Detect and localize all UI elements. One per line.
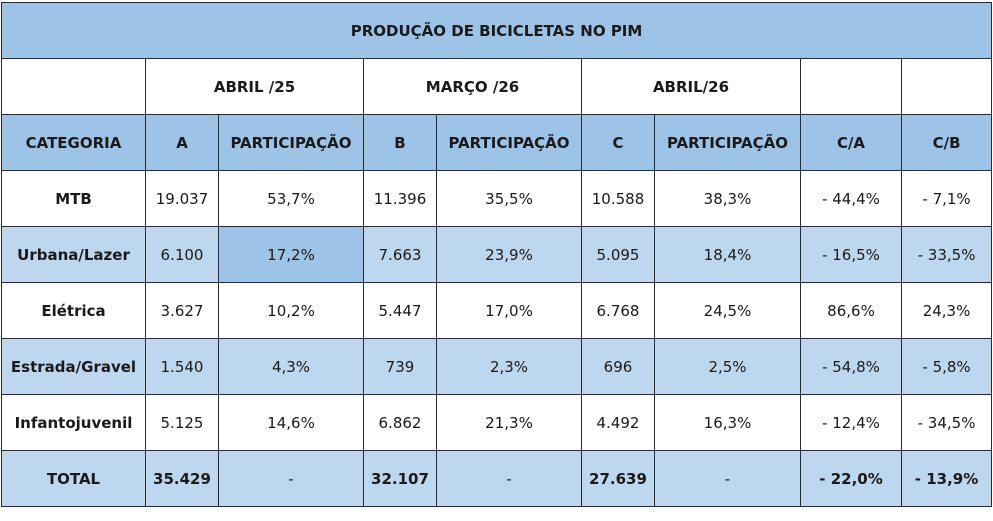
value-b-cell: 7.663 xyxy=(363,226,437,283)
participation-a-cell: 53,7% xyxy=(218,170,364,227)
ratio-c-a-cell: 86,6% xyxy=(800,282,902,339)
table-row: Elétrica 3.627 10,2% 5.447 17,0% 6.768 2… xyxy=(1,282,993,339)
table-title: PRODUÇÃO DE BICICLETAS NO PIM xyxy=(0,2,993,59)
header-a: A xyxy=(145,114,219,171)
ratio-c-a-cell: - 12,4% xyxy=(800,394,902,451)
value-c-cell: 6.768 xyxy=(581,282,655,339)
value-a-cell: 3.627 xyxy=(145,282,219,339)
header-participacao-b: PARTICIPAÇÃO xyxy=(436,114,582,171)
period-abril-26: ABRIL/26 xyxy=(581,58,801,115)
header-participacao-c: PARTICIPAÇÃO xyxy=(654,114,801,171)
table-row: Infantojuvenil 5.125 14,6% 6.862 21,3% 4… xyxy=(1,394,993,451)
participation-c-cell: 18,4% xyxy=(654,226,801,283)
category-cell: Infantojuvenil xyxy=(1,394,146,451)
period-abril-25: ABRIL /25 xyxy=(145,58,364,115)
total-label-cell: TOTAL xyxy=(1,450,146,507)
category-cell: Estrada/Gravel xyxy=(1,338,146,395)
participation-b-cell: 2,3% xyxy=(436,338,582,395)
period-marco-26: MARÇO /26 xyxy=(363,58,582,115)
value-c-cell: 5.095 xyxy=(581,226,655,283)
participation-a-cell: 4,3% xyxy=(218,338,364,395)
total-ratio-c-b-cell: - 13,9% xyxy=(900,450,993,507)
total-participation-c-cell: - xyxy=(654,450,801,507)
ratio-c-b-cell: - 5,8% xyxy=(900,338,993,395)
total-b-cell: 32.107 xyxy=(363,450,437,507)
value-b-cell: 6.862 xyxy=(363,394,437,451)
value-b-cell: 5.447 xyxy=(363,282,437,339)
header-participacao-a: PARTICIPAÇÃO xyxy=(218,114,364,171)
total-c-cell: 27.639 xyxy=(581,450,655,507)
value-c-cell: 696 xyxy=(581,338,655,395)
category-cell: Urbana/Lazer xyxy=(1,226,146,283)
value-a-cell: 1.540 xyxy=(145,338,219,395)
value-a-cell: 5.125 xyxy=(145,394,219,451)
value-b-cell: 739 xyxy=(363,338,437,395)
ratio-c-b-cell: - 34,5% xyxy=(900,394,993,451)
total-participation-a-cell: - xyxy=(218,450,364,507)
header-c-b: C/B xyxy=(900,114,993,171)
participation-a-cell: 14,6% xyxy=(218,394,364,451)
header-b: B xyxy=(363,114,437,171)
period-row: ABRIL /25 MARÇO /26 ABRIL/26 xyxy=(1,58,993,115)
total-a-cell: 35.429 xyxy=(145,450,219,507)
participation-b-cell: 35,5% xyxy=(436,170,582,227)
column-header-row: CATEGORIA A PARTICIPAÇÃO B PARTICIPAÇÃO … xyxy=(1,114,993,171)
ratio-c-b-cell: - 33,5% xyxy=(900,226,993,283)
participation-c-cell: 24,5% xyxy=(654,282,801,339)
total-participation-b-cell: - xyxy=(436,450,582,507)
ratio-c-b-cell: 24,3% xyxy=(900,282,993,339)
participation-a-cell[interactable]: 17,2% xyxy=(218,226,364,283)
category-cell: Elétrica xyxy=(1,282,146,339)
value-c-cell: 10.588 xyxy=(581,170,655,227)
title-row: PRODUÇÃO DE BICICLETAS NO PIM xyxy=(0,2,993,59)
total-row: TOTAL 35.429 - 32.107 - 27.639 - - 22,0%… xyxy=(1,450,993,507)
header-c-a: C/A xyxy=(800,114,902,171)
production-table: PRODUÇÃO DE BICICLETAS NO PIM ABRIL /25 … xyxy=(0,2,993,507)
value-a-cell: 19.037 xyxy=(145,170,219,227)
ratio-c-a-cell: - 44,4% xyxy=(800,170,902,227)
ratio-c-a-cell: - 16,5% xyxy=(800,226,902,283)
participation-a-cell: 10,2% xyxy=(218,282,364,339)
ratio-c-b-cell: - 7,1% xyxy=(900,170,993,227)
value-c-cell: 4.492 xyxy=(581,394,655,451)
header-categoria: CATEGORIA xyxy=(1,114,146,171)
period-empty-cell xyxy=(1,58,146,115)
value-a-cell: 6.100 xyxy=(145,226,219,283)
participation-b-cell: 21,3% xyxy=(436,394,582,451)
period-empty-cell xyxy=(800,58,902,115)
participation-b-cell: 23,9% xyxy=(436,226,582,283)
period-empty-cell xyxy=(900,58,993,115)
total-ratio-c-a-cell: - 22,0% xyxy=(800,450,902,507)
table-row: Urbana/Lazer 6.100 17,2% 7.663 23,9% 5.0… xyxy=(1,226,993,283)
table-row: Estrada/Gravel 1.540 4,3% 739 2,3% 696 2… xyxy=(1,338,993,395)
participation-b-cell: 17,0% xyxy=(436,282,582,339)
category-cell: MTB xyxy=(1,170,146,227)
table-row: MTB 19.037 53,7% 11.396 35,5% 10.588 38,… xyxy=(1,170,993,227)
participation-c-cell: 2,5% xyxy=(654,338,801,395)
participation-c-cell: 16,3% xyxy=(654,394,801,451)
value-b-cell: 11.396 xyxy=(363,170,437,227)
participation-c-cell: 38,3% xyxy=(654,170,801,227)
ratio-c-a-cell: - 54,8% xyxy=(800,338,902,395)
header-c: C xyxy=(581,114,655,171)
